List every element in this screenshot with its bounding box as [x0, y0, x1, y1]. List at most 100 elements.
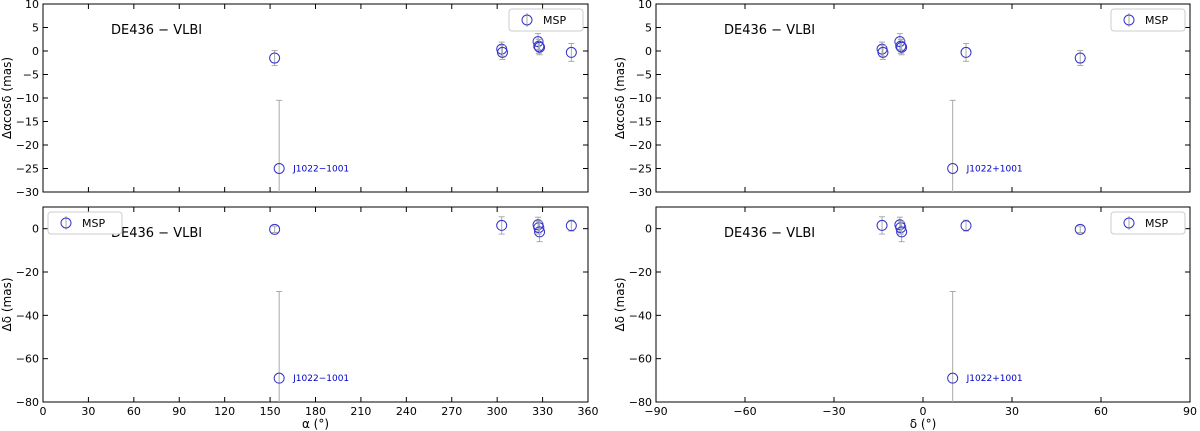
y-tick-label: −25 — [629, 163, 652, 176]
data-point — [269, 223, 281, 235]
y-tick-label: −80 — [629, 396, 652, 409]
y-tick-label: −40 — [629, 309, 652, 322]
y-tick-label: −20 — [629, 266, 652, 279]
chart-panel-3: 0−20−40−60−800 30 60 90 120 150 180 210 240 270 30… — [0, 206, 599, 431]
y-tick-label: −10 — [629, 92, 652, 105]
y-tick-label: −5 — [636, 69, 652, 82]
y-tick-label: −10 — [16, 92, 39, 105]
y-tick-label: −40 — [16, 309, 39, 322]
marker-circle — [269, 223, 281, 235]
y-axis-label: Δαcosδ (mas) — [613, 57, 627, 139]
y-tick-label: −15 — [629, 116, 652, 129]
marker-circle — [896, 41, 908, 53]
legend: MSP — [508, 8, 584, 32]
y-tick-label: −20 — [629, 139, 652, 152]
data-point — [565, 42, 577, 62]
x-tick-label: 360 — [578, 405, 599, 418]
x-tick-label: 30 — [1005, 405, 1019, 418]
panel-title: DE436 − VLBI — [724, 23, 815, 38]
marker-circle — [273, 163, 285, 174]
x-tick-label: 240 — [396, 405, 417, 418]
marker-circle — [895, 40, 907, 52]
marker-circle — [876, 219, 888, 231]
y-tick-label: 0 — [32, 45, 39, 58]
legend-marker — [1123, 217, 1135, 229]
y-tick-label: −60 — [629, 353, 652, 366]
x-tick-label: 90 — [1183, 405, 1197, 418]
legend-label: MSP — [543, 14, 566, 27]
marker-circle — [1074, 52, 1086, 64]
marker-circle — [273, 372, 285, 384]
marker-circle — [896, 226, 908, 238]
y-tick-label: 0 — [32, 223, 39, 236]
y-tick-label: −5 — [23, 69, 39, 82]
y-tick-label: −15 — [16, 116, 39, 129]
x-tick-label: −90 — [644, 405, 667, 418]
data-point — [960, 42, 972, 62]
data-point — [947, 291, 959, 402]
y-axis-label: Δαcosδ (mas) — [0, 57, 14, 139]
y-tick-label: −20 — [16, 139, 39, 152]
y-tick-label: 10 — [638, 0, 652, 11]
y-tick-label: −30 — [629, 186, 652, 199]
panel-title: DE436 − VLBI — [111, 23, 202, 38]
marker-circle — [496, 46, 508, 58]
panel-title: DE436 − VLBI — [111, 226, 202, 241]
data-point — [1074, 50, 1086, 67]
legend-label: MSP — [1145, 14, 1168, 27]
x-tick-label: 180 — [305, 405, 326, 418]
marker-circle — [960, 220, 972, 232]
point-annotation: J1022+1001 — [966, 374, 1023, 384]
data-point — [496, 44, 508, 60]
legend: MSP — [1110, 8, 1186, 32]
data-point — [960, 219, 972, 232]
point-annotation: J1022−1001 — [292, 165, 349, 175]
marker-circle — [534, 41, 546, 53]
point-annotation: J1022+1001 — [966, 165, 1023, 175]
x-tick-label: 30 — [81, 405, 95, 418]
y-tick-label: 0 — [645, 45, 652, 58]
marker-circle — [269, 52, 281, 64]
data-point — [273, 99, 285, 192]
x-tick-label: 60 — [127, 405, 141, 418]
x-tick-label: 60 — [1094, 405, 1108, 418]
panel-title: DE436 − VLBI — [724, 226, 815, 241]
legend: MSP — [47, 211, 123, 235]
data-point — [876, 216, 888, 235]
y-tick-label: 10 — [25, 0, 39, 11]
marker-circle — [565, 220, 577, 232]
chart-panel-4: 0 −20 −40 −60 −80−90 −60 −30 0 30 60 90 Δδ (mas) δ (… — [613, 206, 1197, 431]
y-tick-label: 0 — [645, 223, 652, 236]
data-point — [896, 221, 908, 243]
y-axis-label: Δδ (mas) — [0, 277, 14, 331]
data-point — [947, 99, 959, 192]
legend-marker — [60, 217, 72, 229]
data-point — [565, 219, 577, 232]
legend: MSP — [1110, 211, 1186, 235]
y-tick-label: −25 — [16, 163, 39, 176]
x-tick-label: 0 — [920, 405, 927, 418]
legend-marker — [1123, 14, 1135, 26]
y-tick-label: −30 — [16, 186, 39, 199]
x-tick-label: 270 — [441, 405, 462, 418]
x-axis-label: α (°) — [302, 417, 329, 431]
y-tick-label: −80 — [16, 396, 39, 409]
marker-circle — [947, 372, 959, 384]
legend-marker — [521, 14, 533, 26]
legend-label: MSP — [82, 217, 105, 230]
x-tick-label: −30 — [822, 405, 845, 418]
y-tick-label: 5 — [32, 22, 39, 35]
marker-circle — [534, 226, 546, 238]
x-tick-label: 330 — [532, 405, 553, 418]
x-tick-label: −60 — [733, 405, 756, 418]
chart-panel-1: 10 5 0 −5 −10 −15 −20 −25 −30 Δαcosδ (mas) DE436 −… — [0, 0, 589, 199]
marker-circle — [496, 219, 508, 231]
marker-circle — [1074, 223, 1086, 235]
data-point — [496, 216, 508, 235]
data-point — [534, 221, 546, 243]
y-tick-label: −20 — [16, 266, 39, 279]
data-point — [533, 220, 545, 235]
chart-panel-2: 10 5 0 −5 −10 −15 −20 −25 −30 Δαcosδ (mas) DE436 −… — [613, 0, 1191, 199]
data-point — [877, 44, 889, 60]
